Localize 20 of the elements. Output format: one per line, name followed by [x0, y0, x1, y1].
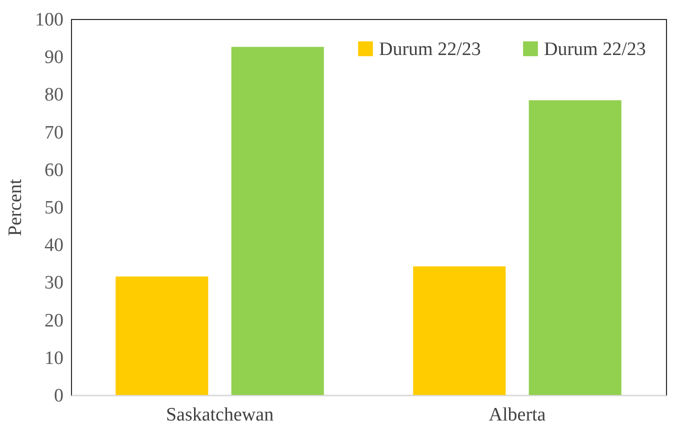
x-tick-label: Alberta: [488, 404, 546, 426]
y-tick-label: 0: [54, 386, 64, 406]
y-tick-label: 60: [44, 160, 64, 181]
y-tick-label: 30: [44, 272, 64, 294]
y-tick-label: 90: [44, 47, 64, 68]
y-axis-title: Percent: [5, 178, 26, 236]
y-tick-label: 100: [35, 10, 64, 30]
bar: [413, 266, 506, 395]
legend-label: Durum 22/23: [379, 38, 481, 60]
y-tick-label: 10: [44, 348, 64, 369]
y-tick-label: 80: [44, 84, 64, 106]
bar: [231, 46, 324, 395]
bar: [528, 100, 622, 395]
bar: [116, 276, 208, 395]
x-tick-label: Saskatchewan: [166, 404, 274, 426]
legend-label: Durum 22/23: [544, 38, 646, 60]
y-tick-label: 20: [44, 310, 64, 332]
y-tick-label: 40: [44, 235, 64, 256]
y-tick-label: 50: [44, 198, 64, 218]
y-tick-label: 70: [44, 122, 64, 144]
